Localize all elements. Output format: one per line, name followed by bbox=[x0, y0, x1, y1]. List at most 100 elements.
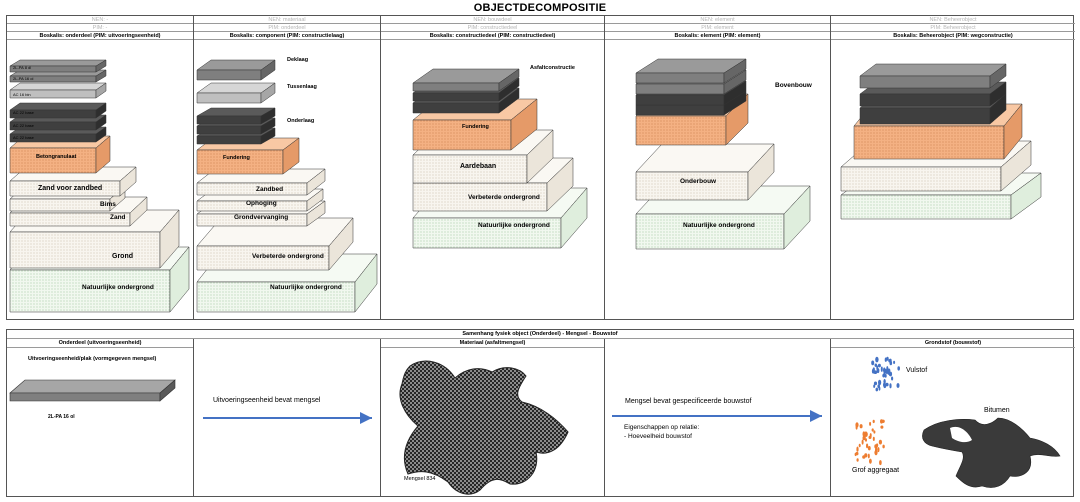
bovenbouw-label: Bovenbouw bbox=[775, 82, 812, 89]
particle bbox=[868, 435, 872, 439]
particle bbox=[875, 357, 878, 361]
particle bbox=[867, 453, 870, 459]
nen-header: NEN: element bbox=[605, 16, 830, 24]
natuurlijke-ondergrond-label: Natuurlijke ondergrond bbox=[270, 284, 342, 291]
particle bbox=[897, 366, 900, 371]
zand-label: Zand bbox=[110, 214, 126, 221]
particle bbox=[886, 356, 889, 361]
asfaltconstructie-label: Asfaltconstructie bbox=[530, 65, 575, 71]
asphalt-label: 2L-PA 8 dl bbox=[13, 65, 32, 70]
particle bbox=[882, 444, 885, 449]
particle bbox=[873, 381, 878, 386]
boskalis-header: Boskalis: onderdeel (PIM: uitvoeringseen… bbox=[7, 32, 193, 40]
particle bbox=[854, 452, 857, 457]
pim-header: PIM: constructiedeel bbox=[381, 24, 604, 32]
particle bbox=[882, 373, 886, 378]
particle bbox=[878, 379, 882, 386]
verbeterde-ondergrond-label: Verbeterde ondergrond bbox=[468, 194, 540, 201]
nen-header: NEN: - bbox=[7, 16, 193, 24]
deklaag-block bbox=[196, 59, 276, 81]
particle bbox=[888, 359, 891, 363]
onderlaag-label: Onderlaag bbox=[287, 118, 315, 124]
arrow2-label: Mengsel bevat gespecificeerde bouwstof bbox=[625, 398, 752, 405]
pim-header: PIM: Beheerobject bbox=[831, 24, 1075, 32]
particle bbox=[874, 449, 878, 456]
particle bbox=[880, 425, 884, 429]
bovenbouw-layer bbox=[635, 58, 747, 84]
zandbed-label: Zandbed bbox=[256, 186, 284, 193]
particle bbox=[861, 439, 864, 445]
nen-header: NEN: bouwdeel bbox=[381, 16, 604, 24]
asphalt-layer bbox=[9, 82, 107, 99]
column-constructiedeel: NEN: bouwdeel PIM: constructiedeel Boska… bbox=[381, 16, 605, 319]
natuurlijke-ondergrond-label: Natuurlijke ondergrond bbox=[82, 284, 154, 291]
relation-title: Samenhang fysiek object (Onderdeel) - Me… bbox=[7, 330, 1073, 339]
particle bbox=[862, 455, 866, 459]
zandbed-block bbox=[196, 168, 326, 196]
asphalt-layer bbox=[9, 102, 107, 119]
particle bbox=[871, 428, 874, 432]
bims-label: Bims bbox=[100, 201, 116, 208]
particle bbox=[877, 363, 881, 368]
deklaag-label: Deklaag bbox=[287, 57, 309, 63]
boskalis-header: Boskalis: constructiedeel (PIM: construc… bbox=[381, 32, 604, 40]
vulstof-label: Vulstof bbox=[906, 367, 928, 374]
particle bbox=[865, 438, 867, 442]
column-beheerobject: NEN: Beheerobject PIM: Beheerobject Bosk… bbox=[831, 16, 1075, 319]
onderbouw-block bbox=[635, 143, 775, 201]
plate-subtitle: Uitvoeringseenheid/plak (vormgegeven men… bbox=[28, 356, 157, 362]
plate-drawing bbox=[9, 379, 176, 402]
natuurlijke-ondergrond-label: Natuurlijke ondergrond bbox=[683, 222, 755, 229]
bitumen-blob bbox=[922, 417, 1061, 488]
arrow1-label: Uitvoeringseenheid bevat mengsel bbox=[213, 397, 321, 404]
column-element: NEN: element PIM: element Boskalis: elem… bbox=[605, 16, 831, 319]
particle bbox=[883, 367, 886, 373]
bitumen-hole bbox=[950, 426, 972, 443]
particle bbox=[873, 384, 876, 388]
grond-label: Grond bbox=[112, 253, 133, 260]
particle bbox=[876, 443, 879, 448]
boskalis-header: Boskalis: Beheerobject (PIM: wegconstruc… bbox=[831, 32, 1075, 40]
decomposition-panel: NEN: - PIM: - Boskalis: onderdeel (PIM: … bbox=[6, 15, 1075, 320]
asphalt-label: 2L-PA 16 ol bbox=[13, 76, 34, 81]
asphalt-label: AC 22 base bbox=[13, 110, 34, 115]
fundering-label: Fundering bbox=[223, 155, 250, 161]
particle bbox=[891, 376, 894, 381]
onderbouw-label: Onderbouw bbox=[680, 178, 717, 185]
mix-label: Mengsel 834 bbox=[404, 476, 436, 482]
particle bbox=[872, 419, 875, 424]
particle bbox=[869, 458, 872, 464]
particle bbox=[874, 363, 878, 367]
asphalt-layer bbox=[9, 59, 107, 73]
particle bbox=[859, 424, 863, 429]
fundering-label: Fundering bbox=[462, 124, 489, 130]
nen-header: NEN: Beheerobject bbox=[831, 16, 1075, 24]
grondvervanging-label: Grondvervanging bbox=[234, 214, 289, 221]
particle bbox=[876, 365, 879, 371]
plate-label: 2L-PA 16 ol bbox=[48, 414, 75, 420]
particle bbox=[880, 366, 883, 372]
particle bbox=[878, 439, 883, 445]
particle bbox=[873, 430, 876, 434]
particle bbox=[871, 360, 875, 366]
particle bbox=[877, 447, 880, 453]
particle bbox=[883, 378, 886, 385]
pim-header: PIM: element bbox=[605, 24, 830, 32]
particle bbox=[879, 460, 882, 466]
relation-col-materiaal: Materiaal (asfaltmengsel) bbox=[381, 339, 605, 496]
particle bbox=[875, 387, 879, 392]
particle bbox=[856, 446, 859, 452]
column-onderdeel: NEN: - PIM: - Boskalis: onderdeel (PIM: … bbox=[7, 16, 194, 319]
pim-header: PIM: onderdeel bbox=[194, 24, 380, 32]
particle bbox=[872, 367, 875, 372]
relation-panel: Samenhang fysiek object (Onderdeel) - Me… bbox=[6, 329, 1075, 497]
aggregaat-particles bbox=[854, 419, 885, 466]
particle bbox=[889, 383, 892, 389]
particle bbox=[888, 371, 893, 377]
vulstof-particles bbox=[871, 356, 900, 392]
mengsel-blob bbox=[399, 360, 569, 495]
relation-col-grondstof: Grondstof (bouwstof) bbox=[831, 339, 1075, 496]
relation-header: Materiaal (asfaltmengsel) bbox=[381, 339, 604, 348]
tussenlaag-block bbox=[196, 82, 276, 104]
